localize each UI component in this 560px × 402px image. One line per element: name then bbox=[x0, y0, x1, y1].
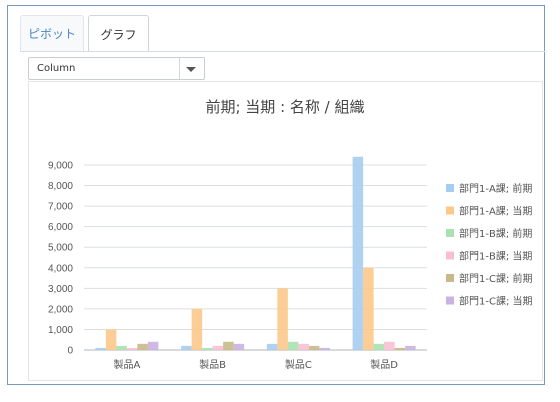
tab-divider bbox=[20, 51, 545, 52]
y-tick-label: 2,000 bbox=[48, 304, 73, 315]
bar bbox=[202, 347, 213, 350]
bar bbox=[116, 345, 127, 350]
chevron-down-icon[interactable] bbox=[186, 67, 196, 72]
bar bbox=[212, 345, 224, 350]
legend-label: 部門1-C課; 前期 bbox=[459, 272, 533, 285]
bar bbox=[126, 347, 138, 350]
legend-label: 部門1-A課; 前期 bbox=[459, 182, 532, 195]
column-chart: 前期; 当期 : 名称 / 組織 0 1,000 2,000 3,000 4,000 5,0… bbox=[48, 98, 533, 371]
select-divider bbox=[179, 58, 180, 79]
legend-swatch bbox=[446, 184, 454, 192]
bar bbox=[287, 341, 299, 350]
bar bbox=[266, 343, 278, 350]
y-tick-label: 0 bbox=[67, 346, 73, 357]
bar bbox=[223, 341, 234, 350]
bar bbox=[405, 345, 416, 350]
chart-area: 前期; 当期 : 名称 / 組織 0 1,000 2,000 3,000 4,000 5,0… bbox=[28, 81, 543, 381]
y-tick-label: 6,000 bbox=[48, 222, 73, 233]
y-tick-label: 9,000 bbox=[48, 161, 73, 172]
bar bbox=[394, 347, 406, 350]
legend-swatch bbox=[446, 206, 454, 215]
bar bbox=[191, 308, 203, 350]
legend-swatch bbox=[446, 274, 454, 282]
x-category-label: 製品A bbox=[113, 358, 140, 371]
legend-label: 部門1-B課; 前期 bbox=[459, 227, 532, 240]
bar bbox=[308, 345, 320, 350]
x-category-label: 製品B bbox=[199, 358, 226, 371]
bar bbox=[137, 343, 148, 350]
legend-label: 部門1-C課; 当期 bbox=[459, 295, 533, 308]
bar bbox=[95, 347, 106, 350]
bar bbox=[319, 347, 330, 350]
y-tick-label: 5,000 bbox=[48, 243, 73, 254]
bar bbox=[105, 329, 117, 350]
bar bbox=[352, 156, 364, 350]
tab-graph[interactable]: グラフ bbox=[88, 15, 149, 52]
bar bbox=[277, 288, 288, 350]
legend-swatch bbox=[446, 229, 454, 237]
chart-type-value: Column bbox=[37, 63, 76, 74]
legend-label: 部門1-A課; 当期 bbox=[459, 205, 532, 218]
bar bbox=[298, 343, 309, 350]
bar bbox=[363, 267, 374, 350]
x-category-label: 製品C bbox=[285, 358, 312, 371]
tab-pivot[interactable]: ピボット bbox=[20, 15, 84, 51]
legend-swatch bbox=[446, 296, 454, 305]
bar bbox=[373, 343, 385, 350]
x-category-label: 製品D bbox=[370, 358, 398, 371]
y-tick-label: 3,000 bbox=[48, 284, 73, 295]
legend-swatch bbox=[446, 251, 454, 260]
bar bbox=[384, 341, 395, 350]
y-tick-label: 4,000 bbox=[48, 263, 73, 274]
bar bbox=[233, 343, 245, 350]
legend-label: 部門1-B課; 当期 bbox=[459, 250, 532, 263]
y-tick-label: 7,000 bbox=[48, 202, 73, 213]
pivot-panel: ピボット グラフ Column 前期; 当期 : 名称 / 組織 0 1,000 2,… bbox=[7, 5, 545, 385]
chart-title: 前期; 当期 : 名称 / 組織 bbox=[205, 98, 364, 116]
y-tick-label: 1,000 bbox=[48, 325, 73, 336]
bar bbox=[147, 341, 159, 350]
y-tick-label: 8,000 bbox=[48, 181, 73, 192]
bar bbox=[181, 345, 192, 350]
chart-type-select[interactable]: Column bbox=[28, 57, 205, 80]
